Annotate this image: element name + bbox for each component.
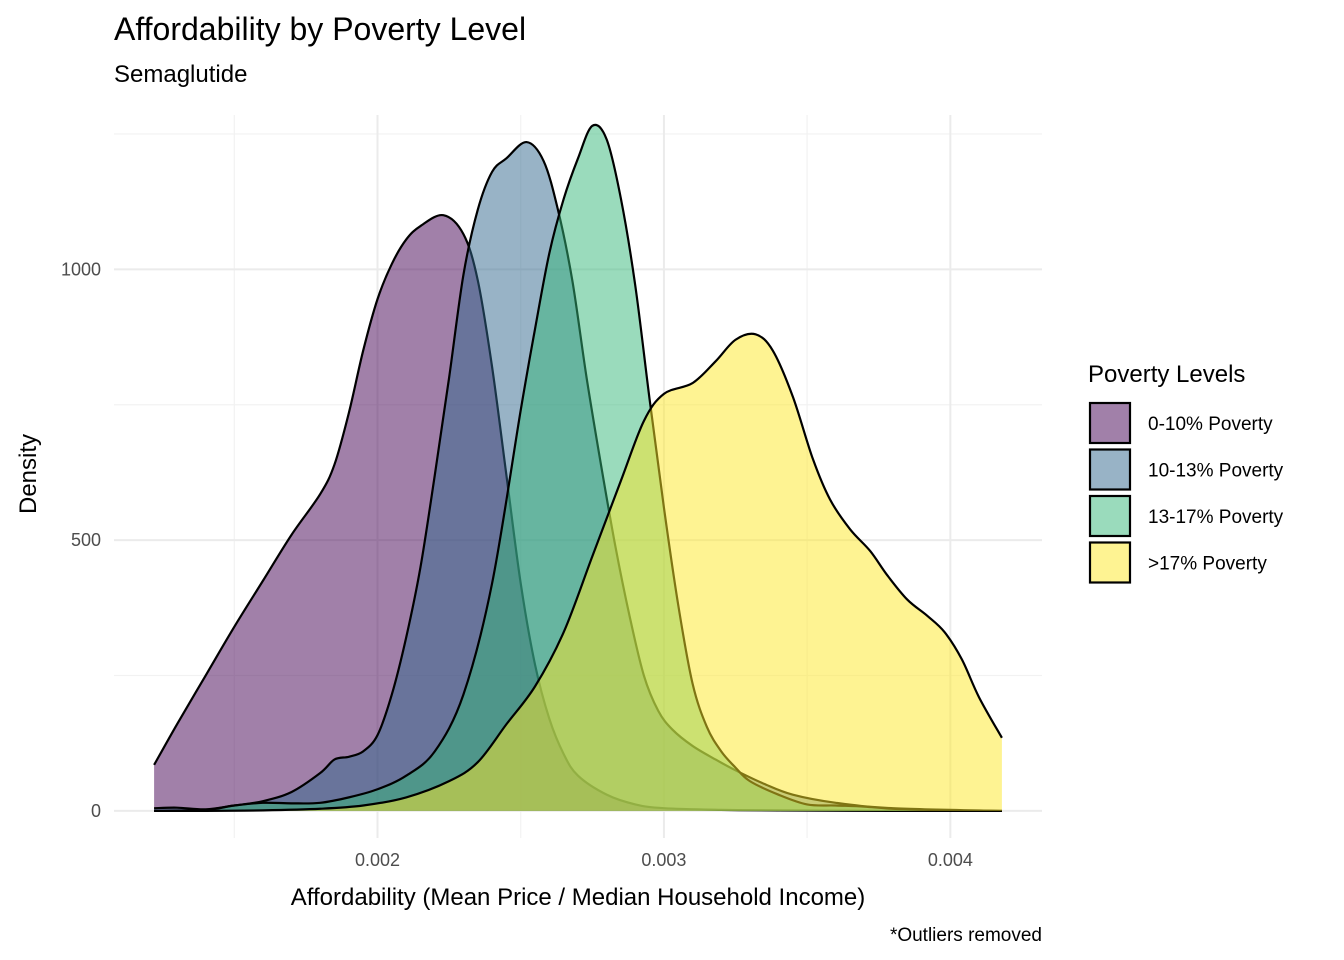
density-line-17-poverty	[154, 332, 1003, 813]
legend-label-10-13-poverty: 10-13% Poverty	[1148, 461, 1284, 482]
density-series	[153, 123, 1003, 813]
legend-key-13-17-poverty	[1088, 494, 1132, 538]
legend-title: Poverty Levels	[1088, 361, 1245, 388]
legend-key-10-13-poverty	[1088, 448, 1132, 491]
x-axis-tick-labels: 0.002 0.003 0.004	[355, 850, 973, 870]
density-area-17-poverty	[154, 333, 1002, 811]
legend: Poverty Levels 0-10% Poverty 10-13% Pover…	[1088, 361, 1284, 584]
chart-subtitle: Semaglutide	[114, 61, 247, 88]
chart-title: Affordability by Poverty Level	[114, 11, 526, 47]
x-tick-label: 0.004	[928, 850, 973, 870]
y-tick-label: 1000	[61, 259, 101, 279]
x-axis-title: Affordability (Mean Price / Median House…	[291, 884, 866, 911]
y-tick-label: 0	[91, 801, 101, 821]
density-area-13-17-poverty	[154, 124, 1002, 811]
legend-key-17-poverty	[1088, 541, 1132, 584]
y-tick-label: 500	[71, 530, 101, 550]
legend-label-0-10-poverty: 0-10% Poverty	[1148, 414, 1273, 435]
x-tick-label: 0.002	[355, 850, 400, 870]
legend-key-0-10-poverty	[1088, 401, 1132, 445]
y-axis-title: Density	[15, 434, 42, 514]
density-area-0-10-poverty	[154, 215, 1002, 811]
legend-items: 0-10% Poverty 10-13% Poverty 13-17% Povert…	[1088, 401, 1284, 584]
y-axis-tick-labels: 0 500 1000	[61, 259, 101, 821]
chart-caption: *Outliers removed	[890, 925, 1042, 946]
legend-label-13-17-poverty: 13-17% Poverty	[1148, 507, 1284, 528]
legend-label-17-poverty: >17% Poverty	[1148, 554, 1267, 575]
x-tick-label: 0.003	[641, 850, 686, 870]
